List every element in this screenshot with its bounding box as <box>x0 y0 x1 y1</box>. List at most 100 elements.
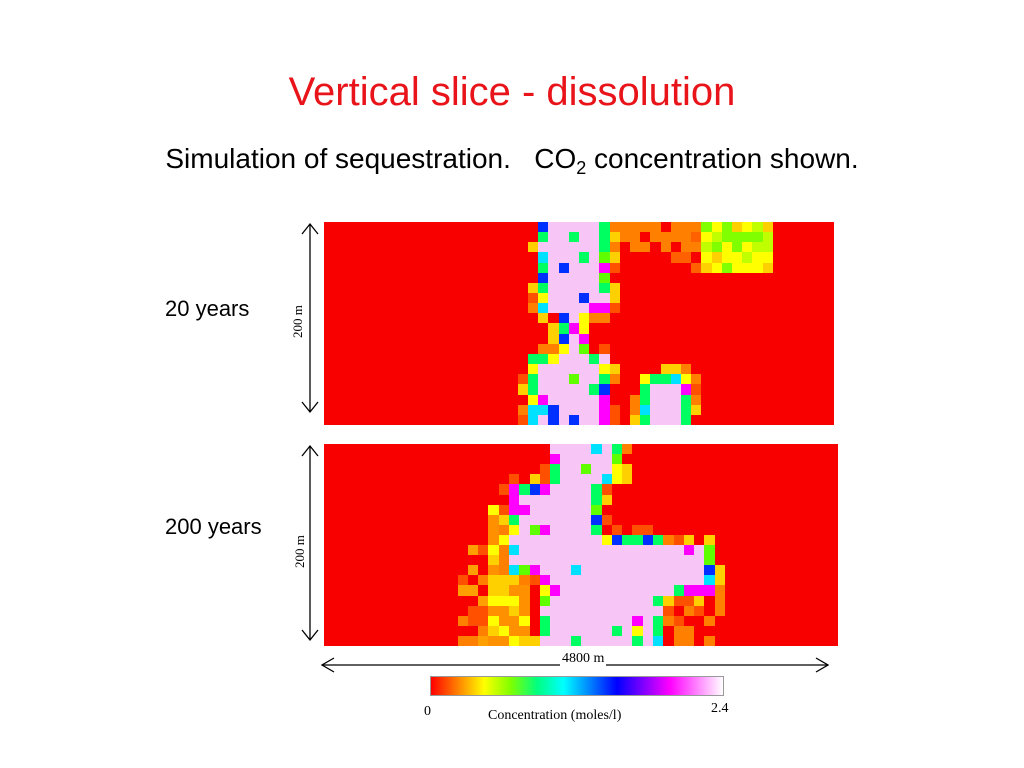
field-cell <box>632 595 643 606</box>
field-cell <box>550 565 561 576</box>
field-cell <box>610 354 620 364</box>
field-cell <box>712 273 722 283</box>
field-cell <box>756 575 766 585</box>
field-cell <box>803 273 813 283</box>
field-cell <box>324 565 334 575</box>
field-cell <box>497 395 507 405</box>
field-cell <box>712 323 722 333</box>
field-cell <box>725 636 735 646</box>
field-cell <box>670 232 681 243</box>
field-cell <box>589 323 599 333</box>
field-cell <box>417 495 427 505</box>
field-cell <box>632 605 643 616</box>
field-cell <box>674 484 684 494</box>
field-cell <box>630 344 640 354</box>
field-cell <box>436 303 446 313</box>
field-cell <box>756 555 766 565</box>
field-cell <box>773 323 783 333</box>
field-cell <box>437 585 447 595</box>
field-cell <box>527 282 539 294</box>
field-cell <box>732 283 742 293</box>
field-cell <box>426 222 436 232</box>
field-cell <box>406 575 416 585</box>
field-cell <box>715 535 725 545</box>
field-cell <box>773 344 783 354</box>
field-cell <box>650 263 660 273</box>
field-cell <box>814 334 824 344</box>
field-cell <box>601 635 612 646</box>
field-cell <box>632 495 642 505</box>
field-cell <box>396 636 406 646</box>
field-cell <box>488 444 498 454</box>
field-cell <box>508 384 518 394</box>
field-cell <box>715 505 725 515</box>
field-cell <box>570 524 581 535</box>
field-cell <box>762 222 773 233</box>
field-cell <box>752 273 762 283</box>
field-cell <box>589 394 600 405</box>
field-cell <box>427 444 437 454</box>
field-cell <box>762 262 773 273</box>
field-cell <box>508 242 518 252</box>
field-cell <box>580 605 592 616</box>
field-cell <box>807 545 817 555</box>
slide-subtitle: Simulation of sequestration. CO2 concent… <box>0 143 1024 177</box>
field-cell <box>467 374 477 384</box>
field-cell <box>395 273 405 283</box>
field-cell <box>721 252 732 263</box>
field-cell <box>814 364 824 374</box>
height-label-bottom: 200 m <box>292 535 307 568</box>
field-cell <box>426 334 436 344</box>
field-cell <box>611 454 623 465</box>
field-cell <box>509 545 520 556</box>
field-cell <box>650 374 661 385</box>
field-cell <box>663 454 673 464</box>
field-cell <box>519 555 530 566</box>
field-cell <box>436 293 446 303</box>
field-cell <box>538 343 549 354</box>
field-cell <box>458 444 468 454</box>
field-cell <box>773 354 783 364</box>
field-cell <box>632 524 643 535</box>
field-cell <box>814 283 824 293</box>
field-cell <box>334 596 344 606</box>
field-cell <box>653 474 663 484</box>
field-cell <box>601 615 612 626</box>
field-cell <box>355 616 365 626</box>
field-cell <box>601 545 612 556</box>
field-cell <box>701 374 711 384</box>
field-cell <box>691 384 702 395</box>
field-cell <box>570 615 581 626</box>
field-cell <box>640 252 650 262</box>
field-cell <box>518 303 528 313</box>
field-cell <box>385 263 395 273</box>
field-cell <box>714 595 725 606</box>
field-cell <box>591 534 602 545</box>
field-cell <box>721 222 732 233</box>
field-cell <box>570 444 581 455</box>
field-cell <box>324 252 334 262</box>
field-cell <box>324 273 334 283</box>
field-cell <box>355 374 365 384</box>
field-cell <box>578 323 590 334</box>
field-cell <box>550 514 561 525</box>
field-cell <box>324 555 334 565</box>
field-cell <box>345 464 355 474</box>
field-cell <box>622 534 633 545</box>
field-cell <box>670 252 681 263</box>
field-cell <box>599 334 609 344</box>
field-cell <box>529 514 540 525</box>
field-cell <box>766 596 776 606</box>
field-cell <box>406 242 416 252</box>
field-cell <box>447 626 457 636</box>
field-cell <box>539 585 551 596</box>
field-cell <box>345 505 355 515</box>
field-cell <box>776 575 786 585</box>
field-cell <box>714 565 725 576</box>
field-cell <box>488 615 499 626</box>
field-cell <box>671 303 681 313</box>
field-cell <box>752 415 762 425</box>
field-cell <box>345 484 355 494</box>
field-cell <box>436 273 446 283</box>
field-cell <box>580 635 592 646</box>
